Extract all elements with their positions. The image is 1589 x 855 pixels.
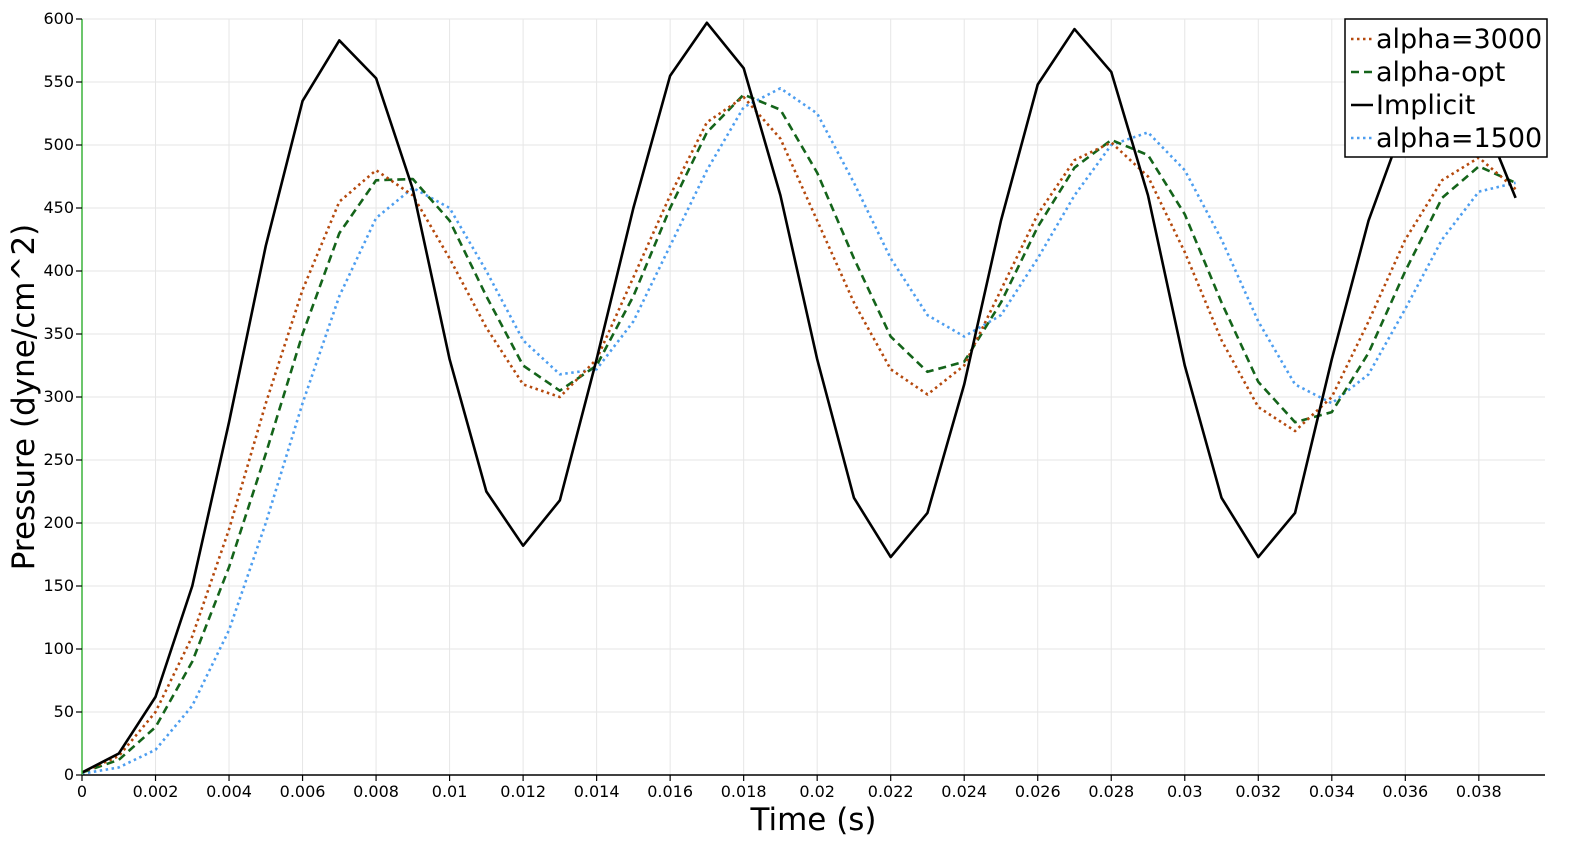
legend-label: alpha=3000 xyxy=(1376,24,1542,55)
series-line-implicit xyxy=(81,21,1517,774)
grid-lines xyxy=(81,18,1545,776)
x-tick-group: 0 0.002 0.004 0.006 0.008 0.01 0.012 0.014 0.016… xyxy=(77,775,1502,801)
series-line-alpha-1500 xyxy=(81,87,1516,776)
legend-label: alpha-opt xyxy=(1376,57,1505,88)
y-tick-label: 300 xyxy=(43,387,74,406)
legend-label: Implicit xyxy=(1376,90,1475,121)
x-tick-label: 0.012 xyxy=(500,782,546,801)
x-tick-label: 0.032 xyxy=(1235,782,1281,801)
x-tick-label: 0.03 xyxy=(1167,782,1203,801)
y-tick-label: 550 xyxy=(43,72,74,91)
y-tick-label: 600 xyxy=(43,9,74,28)
x-tick-label: 0.008 xyxy=(353,782,399,801)
x-axis-title: Time (s) xyxy=(749,802,876,838)
x-tick-label: 0.014 xyxy=(574,782,620,801)
series-line-alpha-opt xyxy=(81,93,1517,774)
y-tick-label: 250 xyxy=(43,450,74,469)
legend-label: alpha=1500 xyxy=(1376,123,1542,154)
x-tick-label: 0.016 xyxy=(647,782,693,801)
y-tick-label: 50 xyxy=(54,702,74,721)
x-tick-label: 0.024 xyxy=(941,782,987,801)
y-tick-group: 0 50 100 150 200 250 300 350 400 450 500 550 600 xyxy=(43,9,82,784)
y-tick-label: 100 xyxy=(43,639,74,658)
x-tick-label: 0.004 xyxy=(206,782,252,801)
y-tick-label: 450 xyxy=(43,198,74,217)
x-tick-label: 0.026 xyxy=(1015,782,1061,801)
y-tick-label: 200 xyxy=(43,513,74,532)
y-tick-label: 0 xyxy=(64,765,74,784)
series-layer xyxy=(81,21,1517,776)
y-tick-label: 150 xyxy=(43,576,74,595)
y-axis-title: Pressure (dyne/cm^2) xyxy=(6,224,42,571)
x-tick-label: 0.018 xyxy=(721,782,767,801)
x-tick-label: 0.036 xyxy=(1382,782,1428,801)
legend-box xyxy=(1344,18,1548,158)
x-tick-label: 0.002 xyxy=(133,782,179,801)
x-tick-label: 0.006 xyxy=(280,782,326,801)
x-tick-label: 0.02 xyxy=(799,782,835,801)
x-tick-label: 0.022 xyxy=(868,782,914,801)
x-tick-label: 0 xyxy=(77,782,87,801)
y-tick-label: 400 xyxy=(43,261,74,280)
x-tick-label: 0.028 xyxy=(1088,782,1134,801)
x-tick-label: 0.01 xyxy=(432,782,468,801)
x-tick-label: 0.038 xyxy=(1456,782,1502,801)
y-tick-label: 500 xyxy=(43,135,74,154)
y-tick-label: 350 xyxy=(43,324,74,343)
x-tick-label: 0.034 xyxy=(1309,782,1355,801)
